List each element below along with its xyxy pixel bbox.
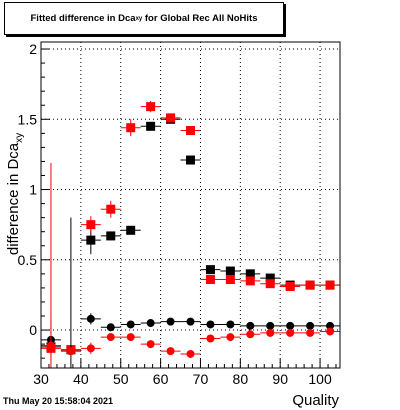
data-point-square [126, 225, 136, 235]
y-axis-label-subscript: xy [14, 133, 25, 143]
data-point-square [265, 273, 275, 283]
data-point-square [146, 102, 156, 112]
data-point-circle [306, 328, 315, 337]
plot-frame [40, 41, 341, 369]
data-point-circle [106, 333, 115, 342]
y-axis-label: difference in Dca [5, 142, 22, 255]
data-point-square [106, 204, 116, 214]
data-point-circle [126, 333, 135, 342]
y-tick-label: 1 [29, 182, 37, 198]
data-point-square [186, 155, 195, 165]
data-point-circle [146, 340, 155, 349]
x-tick-label: 30 [33, 371, 49, 387]
x-tick-label: 50 [113, 371, 129, 387]
x-tick-label: 80 [233, 371, 249, 387]
data-point-circle [86, 344, 95, 353]
y-tick-label: 1.5 [18, 111, 38, 127]
data-point-circle [246, 330, 255, 339]
data-point-circle [226, 320, 235, 329]
data-point-circle [306, 321, 315, 330]
data-point-square [285, 282, 295, 291]
data-point-square [205, 274, 215, 284]
chart-title: Fitted difference in Dca [30, 13, 136, 24]
data-point-square [325, 280, 335, 290]
data-point-circle [46, 341, 55, 350]
y-axis-title: difference in Dcaxy [5, 133, 25, 255]
data-point-circle [286, 321, 295, 330]
data-point-square [86, 220, 96, 230]
data-point-square [166, 113, 176, 123]
y-tick-label: 0.5 [18, 252, 38, 268]
x-axis-title: Quality [292, 392, 339, 409]
data-point-circle [266, 328, 275, 337]
data-point-circle [326, 321, 335, 330]
x-tick-label: 100 [308, 371, 332, 387]
data-point-square [86, 235, 96, 245]
chart-title-subscript: xy [135, 15, 143, 22]
data-point-square [265, 279, 275, 289]
data-point-square [186, 126, 195, 136]
x-tick-label: 90 [272, 371, 288, 387]
data-point-square [245, 276, 255, 286]
chart-title-suffix: for Global Rec All NoHits [142, 13, 258, 24]
data-point-square [205, 265, 215, 275]
y-tick-label: 0 [29, 322, 37, 338]
data-point-square [106, 231, 116, 241]
data-point-circle [326, 327, 335, 336]
data-point-circle [166, 317, 175, 326]
data-point-circle [286, 328, 295, 337]
data-point-circle [206, 320, 215, 329]
data-point-square [126, 123, 136, 133]
chart-title-box: Fitted difference in Dca xy for Global Re… [4, 2, 284, 35]
x-tick-label: 40 [73, 371, 89, 387]
series-3 [41, 217, 340, 368]
axes: 30 40 50 60 70 80 90 100 0 0.5 1 1.5 2 [18, 41, 337, 387]
data-point-circle [106, 323, 115, 332]
x-tick-label: 60 [153, 371, 169, 387]
x-tick-label: 70 [193, 371, 209, 387]
data-point-square [225, 266, 235, 276]
timestamp: Thu May 20 15:58:04 2021 [3, 396, 114, 406]
data-point-circle [266, 321, 275, 330]
data-point-square [225, 274, 235, 284]
data-point-circle [246, 321, 255, 330]
data-point-square [245, 269, 255, 279]
series-4 [41, 162, 340, 368]
data-point-circle [86, 314, 95, 323]
data-point-square [305, 280, 315, 290]
data-point-circle [146, 319, 155, 328]
data-point-circle [226, 333, 235, 342]
data-point-circle [186, 349, 195, 358]
data-point-circle [186, 317, 195, 326]
y-tick-label: 2 [29, 41, 37, 57]
series-2 [41, 101, 340, 355]
data-point-circle [66, 347, 75, 356]
data-point-circle [166, 347, 175, 356]
data-point-square [146, 121, 156, 131]
data-point-circle [126, 320, 135, 329]
data-point-circle [206, 334, 215, 343]
data-layer [41, 101, 340, 368]
